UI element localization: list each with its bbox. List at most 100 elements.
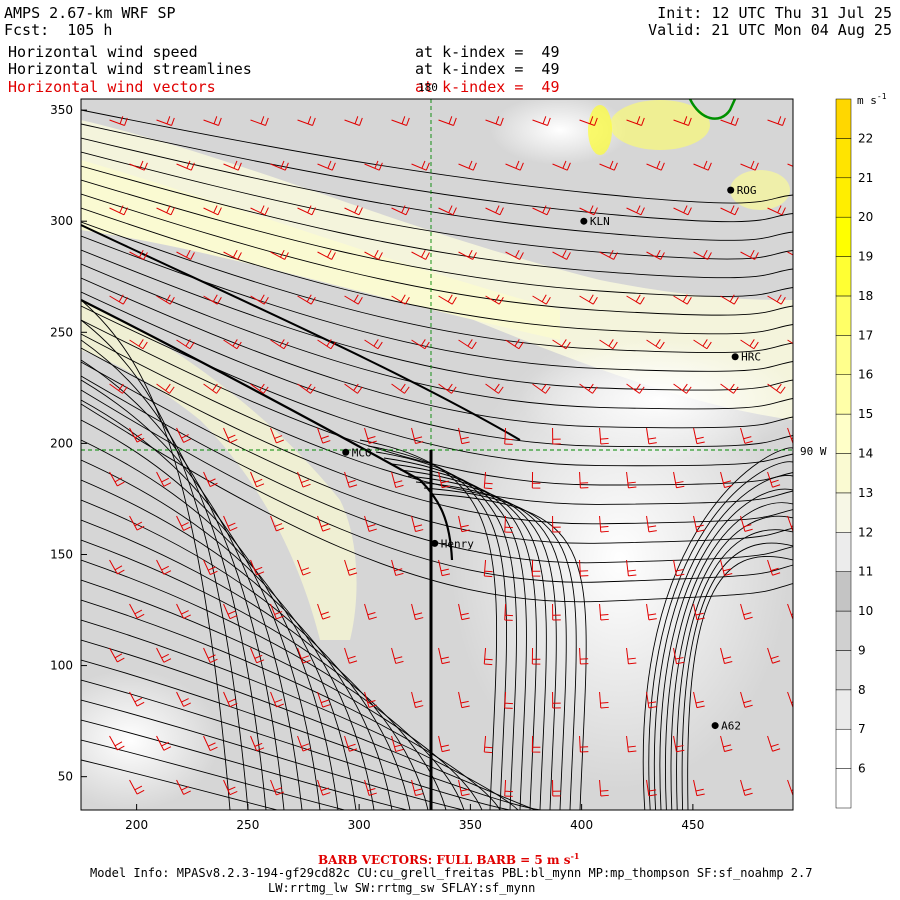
field-level-vectors: at k-index = 49	[415, 78, 560, 96]
barb-legend-exp: -1	[570, 851, 580, 861]
colorbar-label: 12	[858, 525, 873, 539]
wind-barb	[579, 735, 589, 753]
colorbar-label: 6	[858, 762, 866, 776]
streamline	[81, 375, 793, 564]
model-title: AMPS 2.67-km WRF SP	[4, 4, 176, 22]
wind-barb	[673, 735, 685, 753]
wind-barb	[552, 603, 561, 621]
wind-barb	[129, 779, 145, 795]
wind-barb	[176, 603, 191, 619]
wind-barb	[270, 160, 289, 171]
station-markers: KLN ROG HRC MCO Henry A62	[342, 184, 761, 733]
wind-barb	[364, 691, 377, 708]
wind-barb	[720, 205, 739, 216]
wind-barb	[364, 249, 383, 260]
wind-barb	[364, 779, 377, 796]
wind-barb	[693, 427, 705, 445]
wind-barb	[599, 779, 609, 797]
wind-barb	[767, 383, 786, 394]
wind-barb	[552, 427, 561, 445]
wind-barb	[720, 647, 733, 664]
colorbar-label: 10	[858, 604, 873, 618]
streamline	[81, 165, 793, 279]
wind-barb	[599, 691, 609, 709]
wind-barb	[552, 339, 571, 350]
wind-barb	[646, 603, 657, 621]
wind-barb	[438, 471, 451, 489]
wind-barb	[344, 116, 363, 126]
wind-barb	[673, 647, 685, 665]
wind-barb	[223, 160, 242, 171]
wind-barb	[626, 116, 645, 126]
wind-barb	[270, 603, 284, 620]
speed-max-patch-2	[588, 105, 612, 155]
wind-barb	[203, 116, 222, 126]
wind-barbs	[109, 116, 793, 797]
wind-barb	[646, 427, 657, 445]
streamline	[676, 529, 793, 810]
station-label: KLN	[590, 215, 610, 228]
wind-barb	[176, 779, 191, 795]
wind-barb	[646, 339, 665, 350]
wind-barb	[317, 603, 331, 620]
streamline	[81, 151, 793, 260]
wind-barb	[646, 249, 665, 260]
wind-barb	[176, 339, 195, 350]
wind-barb	[626, 559, 637, 577]
wind-barb	[391, 559, 404, 576]
wind-barb	[317, 515, 331, 532]
wind-barb	[673, 116, 692, 126]
streamline	[81, 221, 793, 354]
calm-region-2	[520, 340, 793, 460]
wind-barb	[767, 205, 786, 216]
barb-legend: BARB VECTORS: FULL BARB = 5 m s-1	[318, 851, 579, 867]
wind-barb	[458, 160, 477, 171]
wind-barb	[458, 339, 477, 350]
model-info-2: LW:rrtmg_lw SW:rrtmg_sw SFLAY:sf_mynn	[268, 881, 536, 895]
colorbar-segment	[835, 216, 852, 257]
wind-barb	[599, 339, 618, 350]
wind-barb	[129, 339, 148, 350]
wind-barb	[250, 116, 269, 126]
wind-barb	[297, 559, 311, 576]
wind-barb	[391, 294, 410, 305]
wind-barb	[504, 691, 513, 709]
station-dot	[431, 539, 439, 547]
wind-barb	[344, 205, 363, 216]
streamline	[81, 359, 285, 810]
wind-barb	[270, 249, 289, 260]
streamline	[665, 502, 793, 810]
streamline	[399, 469, 547, 810]
colorbar-segment	[835, 492, 852, 533]
wind-barb	[203, 647, 218, 664]
streamline	[81, 419, 339, 810]
wind-barb	[129, 691, 145, 707]
wind-barb	[129, 249, 148, 260]
wind-barb	[297, 116, 316, 126]
wind-barb	[693, 249, 712, 260]
wind-barb	[579, 294, 598, 305]
wind-barb	[250, 471, 265, 488]
y-tick-label: 150	[50, 547, 73, 561]
speed-max-patch-3	[730, 170, 790, 210]
wind-barb	[693, 515, 705, 533]
wind-barb	[599, 160, 618, 171]
colorbar-label: 15	[858, 407, 873, 421]
wind-barb	[176, 427, 191, 443]
wind-barb	[156, 383, 175, 394]
map-area: KLN ROG HRC MCO Henry A62	[81, 99, 793, 810]
wind-barb	[531, 471, 541, 489]
wind-barb	[740, 249, 759, 260]
wind-barb	[156, 647, 172, 663]
wind-barb	[270, 427, 284, 444]
colorbar-segment	[835, 453, 852, 494]
x-tick-label: 450	[681, 818, 704, 832]
wind-barb	[693, 779, 705, 797]
wind-barb	[458, 515, 470, 533]
wind-barb	[411, 691, 424, 708]
wind-barb	[223, 691, 238, 708]
wind-barb	[552, 515, 561, 533]
streamline	[81, 319, 249, 810]
colorbar: 6 7 8 9 10 11 12 13 14 15 16 17 18 19 20 21 22	[835, 98, 873, 809]
wind-barb	[787, 163, 793, 167]
